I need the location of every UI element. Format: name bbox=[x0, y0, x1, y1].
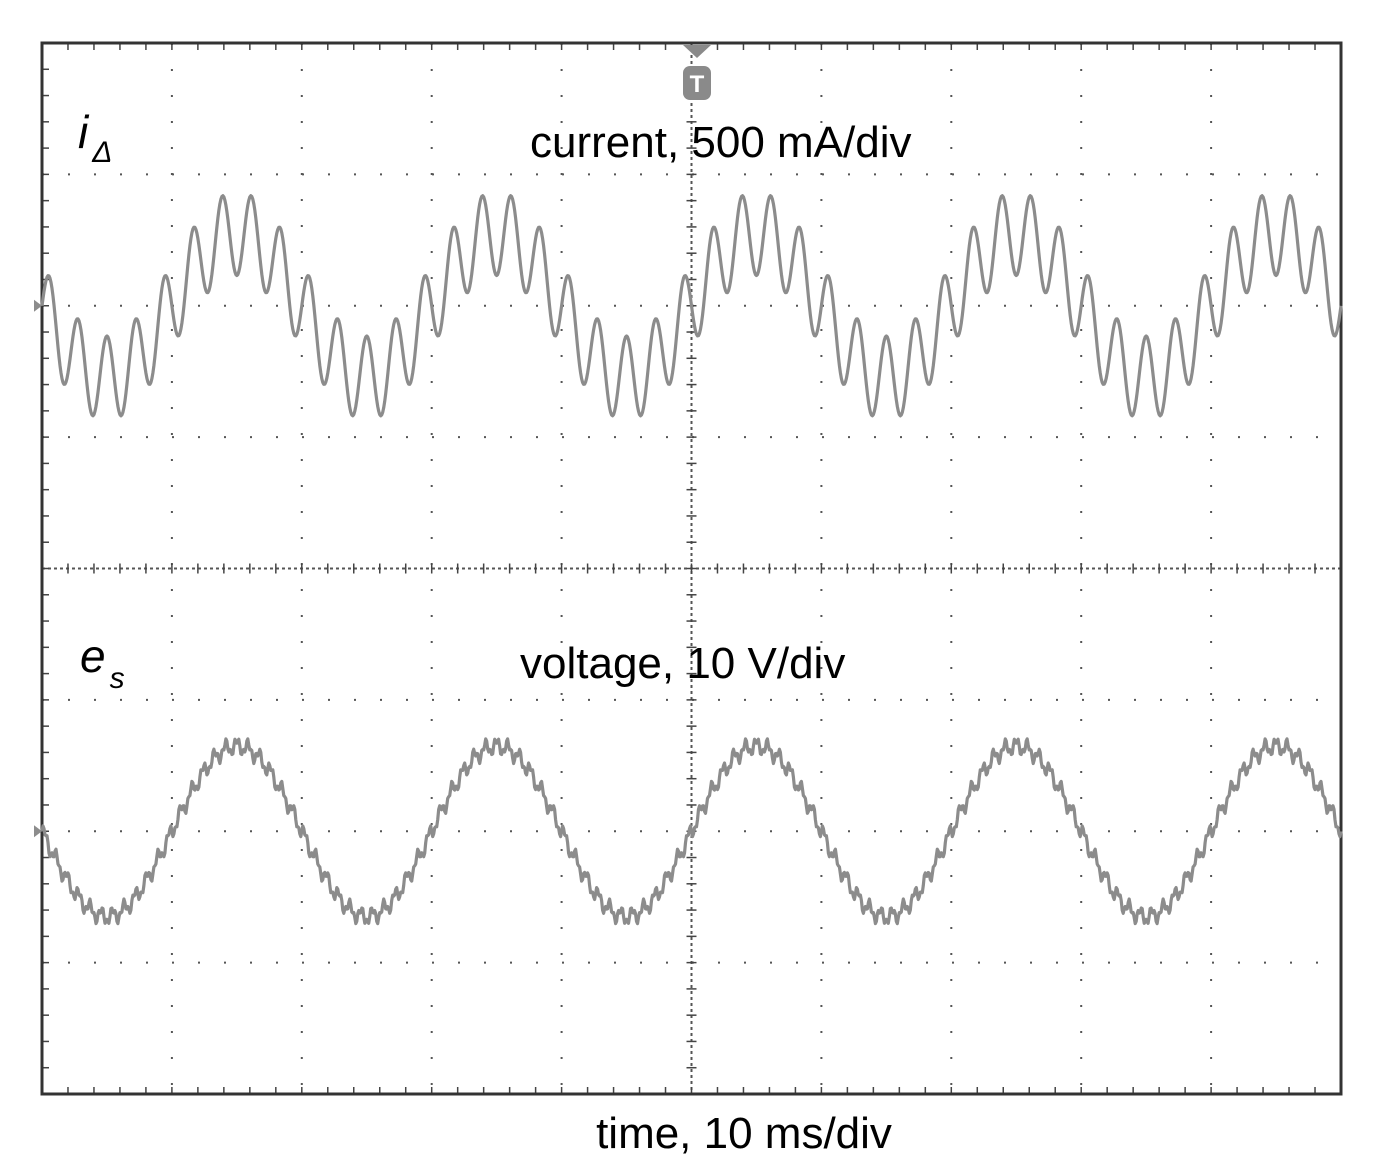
x-axis-label: time, 10 ms/div bbox=[596, 1109, 892, 1158]
trigger-label: T bbox=[690, 71, 705, 98]
trace-voltage bbox=[40, 737, 1343, 926]
channel-marker-current bbox=[34, 299, 42, 312]
current-scale-annotation: current, 500 mA/div bbox=[530, 118, 912, 167]
scope-traces bbox=[34, 194, 1343, 926]
voltage-scale-annotation: voltage, 10 V/div bbox=[520, 639, 845, 688]
trace-current bbox=[40, 194, 1343, 418]
trigger-marker: T bbox=[683, 45, 711, 100]
scope-grid bbox=[40, 41, 1343, 1096]
scope-frame bbox=[40, 41, 1343, 1096]
channel-marker-voltage bbox=[34, 825, 42, 838]
